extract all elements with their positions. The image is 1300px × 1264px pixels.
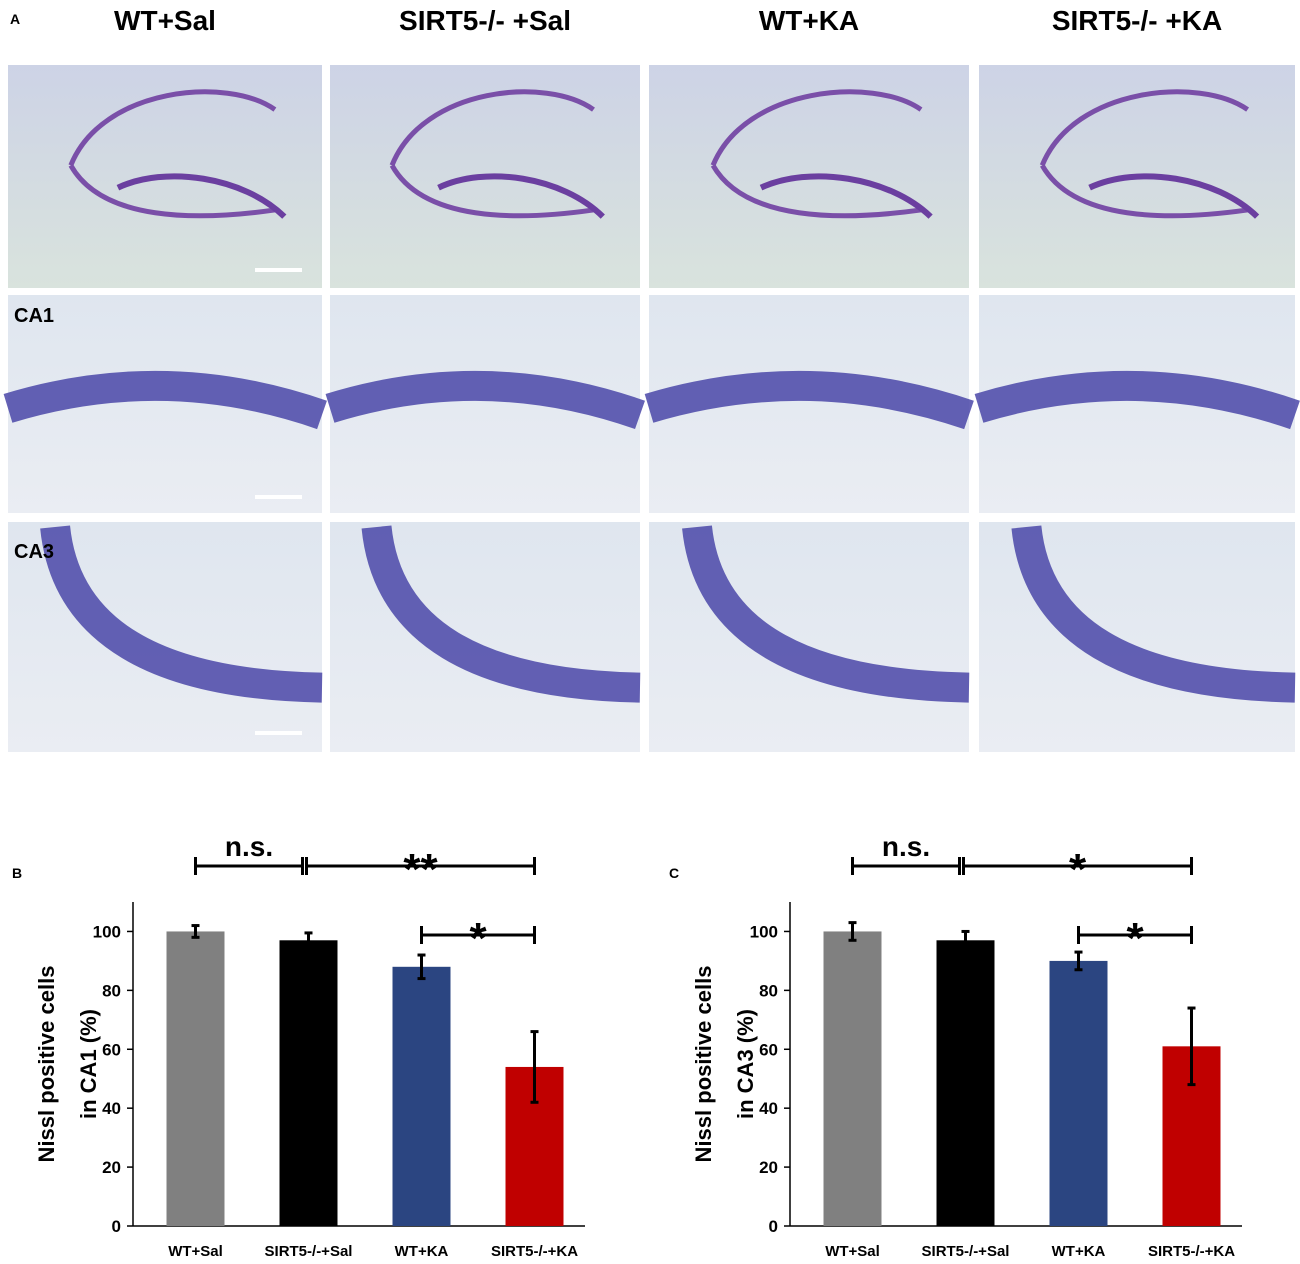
stain-layer — [3, 370, 327, 430]
x-tick-label: WT+KA — [395, 1243, 449, 1260]
stain-layer — [361, 525, 641, 703]
y-tick-label: 100 — [750, 922, 778, 941]
y-tick-label: 80 — [759, 981, 778, 1000]
y-tick-label: 20 — [759, 1158, 778, 1177]
y-tick-label: 0 — [112, 1217, 121, 1236]
stain-layer — [116, 173, 287, 219]
error-bar — [417, 953, 426, 981]
y-tick-label: 0 — [769, 1217, 778, 1236]
column-header: WT+KA — [759, 5, 859, 36]
bar — [166, 931, 225, 1226]
significance-label: n.s. — [225, 831, 273, 862]
significance-label: ** — [403, 845, 438, 894]
significance-label: * — [1126, 914, 1144, 963]
y-tick-label: 40 — [759, 1099, 778, 1118]
error-bar — [304, 931, 313, 950]
x-tick-label: SIRT5-/-+Sal — [922, 1243, 1010, 1260]
x-tick-label: SIRT5-/-+Sal — [265, 1243, 353, 1260]
stain-layer — [710, 164, 922, 219]
bar — [936, 940, 995, 1226]
x-tick-label: WT+Sal — [825, 1243, 880, 1260]
error-bar — [191, 924, 200, 939]
error-bar — [848, 921, 857, 942]
error-bar — [1187, 1006, 1196, 1087]
bar — [392, 966, 451, 1226]
stain-layer — [389, 89, 595, 167]
x-tick-label: WT+KA — [1052, 1243, 1106, 1260]
x-tick-label: WT+Sal — [168, 1243, 223, 1260]
stain-layer — [644, 370, 974, 430]
panel-label: B — [12, 865, 22, 881]
x-tick-label: SIRT5-/-+KA — [1148, 1243, 1235, 1260]
stain-layer — [1011, 525, 1296, 703]
stain-layer — [974, 370, 1300, 430]
significance-label: * — [469, 914, 487, 963]
stain-layer — [682, 525, 970, 703]
error-bar — [530, 1030, 539, 1104]
stain-layer — [68, 89, 277, 167]
y-tick-label: 100 — [93, 922, 121, 941]
significance-label: * — [1069, 845, 1087, 894]
stain-layer — [437, 173, 605, 219]
y-tick-label: 80 — [102, 981, 121, 1000]
y-tick-label: 40 — [102, 1099, 121, 1118]
error-bar — [961, 929, 970, 951]
y-tick-label: 20 — [102, 1158, 121, 1177]
panel-label: A — [10, 11, 20, 27]
bar — [1049, 960, 1108, 1226]
significance-label: n.s. — [882, 831, 930, 862]
column-header: WT+Sal — [114, 5, 216, 36]
stain-layer — [389, 164, 594, 219]
y-axis-label: Nissl positive cells — [34, 966, 59, 1163]
row-label: CA1 — [14, 305, 54, 327]
stain-layer — [1040, 164, 1248, 219]
y-axis-label: in CA3 (%) — [733, 1009, 758, 1119]
stain-layer — [325, 370, 645, 430]
y-axis-label: Nissl positive cells — [691, 966, 716, 1163]
y-tick-label: 60 — [102, 1040, 121, 1059]
column-header: SIRT5-/- +KA — [1052, 5, 1222, 36]
y-tick-label: 60 — [759, 1040, 778, 1059]
y-axis-label: in CA1 (%) — [76, 1009, 101, 1119]
stain-layer — [68, 164, 276, 219]
row-label: CA3 — [14, 541, 54, 563]
stain-layer — [40, 525, 323, 703]
bar — [823, 931, 882, 1226]
bar — [279, 940, 338, 1226]
column-header: SIRT5-/- +Sal — [399, 5, 571, 36]
stain-layer — [1088, 173, 1260, 219]
stain-layer — [1039, 89, 1250, 167]
panel-label: C — [669, 865, 679, 881]
x-tick-label: SIRT5-/-+KA — [491, 1243, 578, 1260]
error-bar — [1074, 950, 1083, 972]
stain-layer — [759, 173, 933, 219]
stain-layer — [710, 89, 923, 167]
